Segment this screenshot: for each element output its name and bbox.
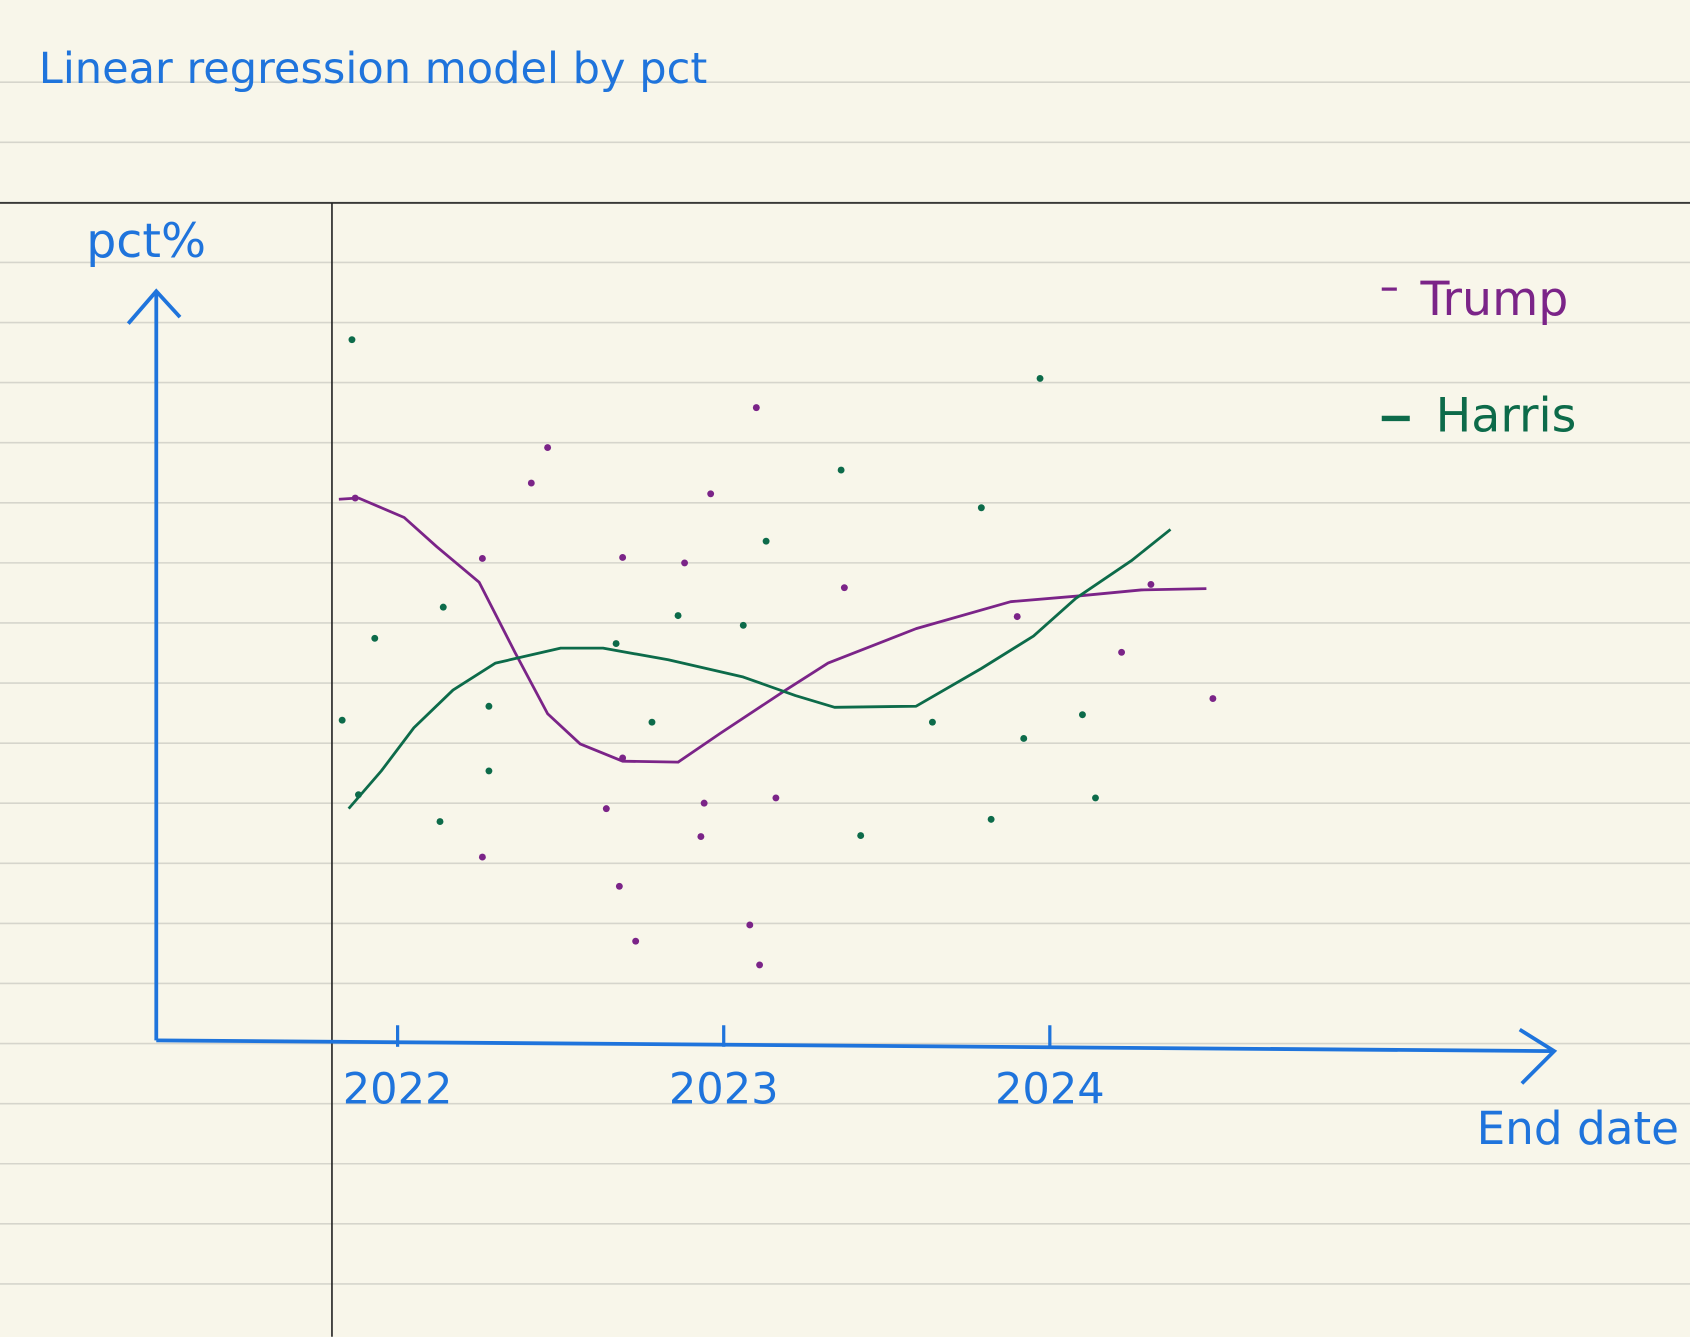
data-point <box>739 621 747 629</box>
data-point <box>527 479 535 487</box>
data-point <box>756 961 764 969</box>
x-axis <box>156 1038 1553 1054</box>
paper-rules <box>0 81 1690 1285</box>
data-point <box>544 444 552 452</box>
x-tick-label: 2024 <box>995 1065 1105 1115</box>
data-point <box>478 554 486 562</box>
data-point <box>681 559 689 567</box>
data-point <box>338 716 346 724</box>
data-point <box>1020 735 1028 742</box>
x-tick-label: 2022 <box>343 1065 453 1115</box>
data-point <box>371 634 379 642</box>
data-point <box>648 718 656 726</box>
trend-line <box>338 496 1207 764</box>
data-point <box>436 818 444 826</box>
data-point <box>987 815 995 823</box>
data-point <box>840 584 848 592</box>
data-point <box>746 921 754 929</box>
data-point <box>1092 794 1099 802</box>
x-axis-arrow <box>1518 1027 1558 1085</box>
data-point <box>707 490 715 498</box>
legend-label: Harris <box>1436 388 1577 443</box>
data-point <box>348 336 356 344</box>
y-axis-label: pct% <box>86 214 206 269</box>
data-point <box>772 794 780 802</box>
data-point <box>602 805 610 813</box>
data-point <box>612 640 620 648</box>
data-point <box>752 404 760 412</box>
data-point <box>857 832 865 840</box>
data-point <box>1013 613 1021 621</box>
data-point <box>977 504 985 512</box>
legend-label: Trump <box>1420 272 1569 327</box>
data-point <box>632 937 640 945</box>
trend-line <box>347 528 1172 810</box>
data-point <box>762 537 770 545</box>
data-point <box>355 791 362 799</box>
y-axis-arrow <box>126 288 182 325</box>
data-point <box>478 853 486 861</box>
data-point <box>674 612 682 620</box>
data-point <box>1118 648 1126 656</box>
data-point <box>1078 711 1086 719</box>
data-point <box>485 702 493 710</box>
data-point <box>485 767 493 775</box>
data-point <box>439 603 447 611</box>
data-point <box>1209 695 1217 702</box>
data-point <box>619 754 627 762</box>
data-point <box>615 882 623 890</box>
data-point <box>619 553 627 561</box>
data-point <box>1147 580 1155 588</box>
data-point <box>700 799 708 807</box>
x-tick-label: 2023 <box>669 1065 779 1115</box>
data-point <box>928 718 936 726</box>
data-point <box>1036 374 1044 382</box>
data-point <box>697 833 705 841</box>
x-axis-label: End date <box>1477 1102 1679 1155</box>
data-point <box>351 494 359 502</box>
chart-title: Linear regression model by pct <box>39 44 707 94</box>
data-point <box>837 466 845 474</box>
